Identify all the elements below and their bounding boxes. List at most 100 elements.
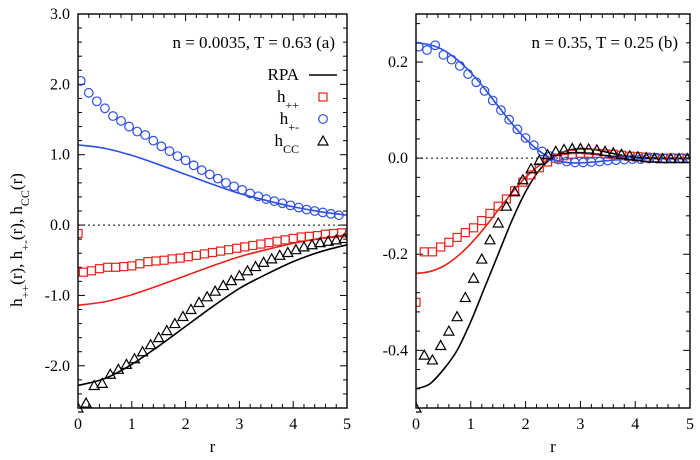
triangle-point [475, 252, 488, 264]
circle-point [78, 75, 86, 86]
circle-point [463, 69, 473, 79]
rpa-curve [78, 234, 347, 307]
triangle-point [623, 149, 636, 161]
triangle-point [500, 199, 513, 211]
circle-point [229, 181, 239, 192]
panel-annotation: n = 0.0035, T = 0.63 (a) [172, 33, 335, 52]
triangle-point [549, 145, 562, 157]
triangle-point [330, 233, 343, 245]
circle-point [180, 155, 191, 166]
circle-point [528, 140, 539, 151]
circle-point [221, 177, 231, 188]
triangle-point [434, 339, 447, 351]
square-point [280, 235, 290, 245]
square-point [78, 228, 83, 239]
circle-point [438, 49, 449, 60]
circle-point [91, 96, 102, 107]
square-point [224, 245, 234, 255]
triangle-point [80, 396, 93, 408]
triangle-point [306, 238, 319, 250]
circle-point [124, 121, 135, 132]
triangle-point [492, 216, 505, 228]
circle-point [454, 60, 465, 71]
triangle-point [582, 142, 595, 154]
triangle-point [599, 145, 612, 157]
triangle-point [249, 260, 262, 272]
y-axis-title: h++(r), h+-(r), hCC(r) [7, 173, 32, 307]
square-point [427, 247, 438, 257]
triangle-point [451, 310, 464, 322]
square-point [94, 264, 105, 274]
y-tick-label: 0.0 [50, 217, 70, 234]
plot-data [416, 40, 690, 413]
legend-square-marker [318, 92, 328, 102]
y-tick-label: 0.0 [388, 150, 408, 167]
triangle-point [656, 152, 669, 164]
circle-point [132, 126, 143, 137]
square-point [444, 237, 454, 247]
rpa-curve [78, 243, 347, 387]
circle-point [512, 124, 523, 135]
x-tick-label: 0 [74, 416, 82, 433]
triangle-point [289, 243, 302, 255]
panel-b: 0.2 0.0 -0.2 -0.4 0 1 2 3 4 5 r n = 0.35, T = 0.25 … [383, 13, 694, 456]
legend-subscript: +- [288, 120, 299, 134]
triangle-point [566, 142, 579, 154]
circle-point [416, 41, 424, 52]
x-tick-label: 3 [576, 416, 584, 433]
triangle-point [176, 310, 189, 322]
x-tick-label: 3 [235, 416, 243, 433]
triangle-point [418, 348, 431, 360]
circle-point [479, 85, 490, 96]
legend-circle-marker [318, 114, 328, 124]
circle-point [487, 95, 498, 106]
triangle-point [574, 142, 587, 154]
square-point [477, 216, 487, 226]
triangle-point [273, 249, 286, 260]
square-point [337, 228, 347, 238]
triangle-point [168, 317, 181, 329]
square-point [102, 262, 113, 272]
circle-point [83, 87, 94, 98]
circle-point [108, 111, 118, 121]
panel-a: 3.0 2.0 1.0 0.0 -1.0 -2.0 0 1 2 3 4 5 r n = 0.0035, T… [45, 6, 351, 456]
square-point [159, 255, 169, 265]
x-tick-label: 1 [467, 416, 475, 433]
plot-data [78, 75, 347, 413]
triangle-point [96, 377, 109, 388]
square-point [296, 232, 306, 242]
triangle-point [322, 235, 335, 246]
triangle-point [467, 272, 480, 283]
x-axis-title: r [550, 437, 556, 456]
circle-point [545, 151, 556, 162]
square-point [501, 194, 512, 204]
triangle-point [673, 152, 686, 164]
triangle-point [426, 353, 439, 365]
circle-point [196, 165, 207, 176]
square-point [86, 266, 97, 276]
triangle-point [152, 331, 165, 343]
triangle-point [459, 291, 472, 303]
legend-label: hCC [274, 131, 299, 156]
triangle-point [541, 148, 554, 160]
rpa-curve [416, 147, 690, 390]
triangle-point [209, 284, 222, 296]
square-point [468, 223, 479, 233]
square-point [272, 236, 282, 246]
triangle-point [442, 324, 455, 336]
legend-subscript: CC [283, 142, 299, 156]
shared-labels: h++(r), h+-(r), hCC(r) [7, 173, 32, 307]
y-tick-label: 3.0 [50, 6, 70, 23]
x-tick-label: 2 [522, 416, 530, 433]
circle-point [422, 45, 432, 55]
square-point [534, 163, 544, 173]
y-tick-label: 1.0 [50, 147, 70, 164]
circle-point [148, 135, 159, 146]
circle-point [446, 54, 457, 65]
y-tick-label: -0.2 [383, 246, 408, 263]
legend-label: h++ [277, 87, 299, 112]
square-point [526, 170, 536, 180]
circle-point [172, 151, 183, 162]
